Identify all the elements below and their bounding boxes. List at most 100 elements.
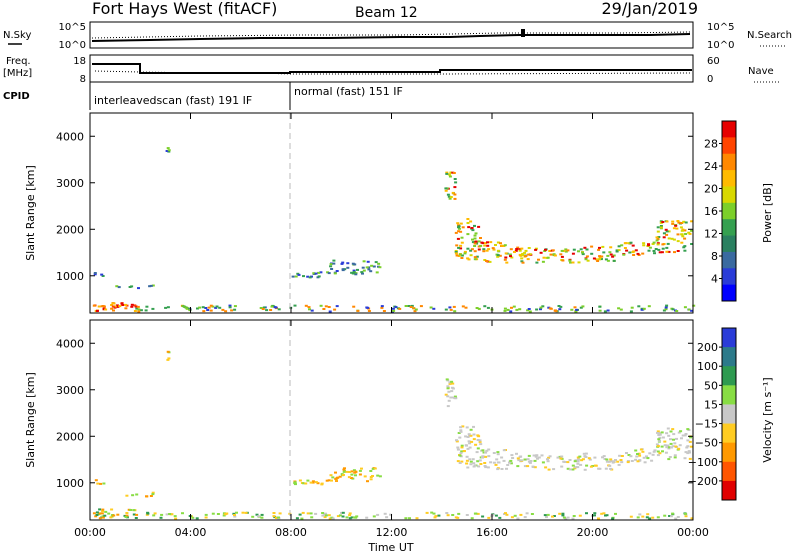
echo-cell [309,512,313,515]
echo-cell [456,446,460,449]
echo-cell [112,302,116,305]
echo-cell [575,308,579,311]
freq-left-tick-bottom: 8 [80,74,86,85]
echo-cell [468,442,472,445]
echo-cell [559,253,563,256]
echo-cell [526,458,530,461]
echo-cell [137,287,140,290]
echo-cell [111,305,115,308]
velocity-y-label: Slant Range [km] [24,372,37,468]
echo-cell [568,468,572,471]
colorbar-segment [722,284,736,302]
velocity-panel: 1000 2000 3000 4000 Slant Range [km] 200 100… [24,319,774,521]
echo-cell [680,241,684,244]
echo-cell [671,222,675,225]
echo-cell [461,425,465,428]
echo-cell [335,270,339,272]
echo-cell [600,512,604,515]
echo-cell [291,275,295,278]
echo-cell [557,305,561,307]
echo-cell [669,446,673,449]
echo-cell [641,252,645,255]
echo-cell [308,308,311,311]
echo-cell [269,309,273,311]
echo-cell [539,306,543,309]
echo-cell [524,255,528,257]
echo-cell [492,248,496,251]
echo-cell [683,457,687,460]
echo-cell [669,430,673,433]
echo-cell [517,459,521,462]
echo-cell [667,237,671,240]
echo-cell [634,458,638,461]
echo-cell [489,461,493,464]
velocity-colorbar: 200 100 50 15 −15 −50 −100 −200 [688,327,737,501]
echo-cell [496,468,500,471]
echo-cell [673,442,677,445]
echo-cell [446,405,450,408]
echo-cell [477,225,481,228]
echo-cell [579,306,583,309]
echo-cell [373,467,377,470]
echo-cell [571,252,575,255]
echo-cell [410,304,414,307]
echo-cell [556,456,560,459]
echo-cell [656,230,660,233]
echo-cell [151,284,155,287]
echo-cell [134,305,138,308]
echo-cell [564,250,568,253]
echo-cell [605,460,609,463]
echo-cell [509,255,512,258]
echo-cell [112,309,115,312]
echo-cell [115,285,119,288]
echo-cell [469,434,473,437]
echo-cell [683,306,687,309]
echo-cell [477,240,481,243]
echo-cell [670,237,674,240]
echo-cell [473,237,477,240]
echo-cell [380,306,384,309]
echo-cell [98,508,102,511]
echo-cell [634,449,638,452]
echo-cell [96,482,100,485]
echo-cell [686,439,690,442]
echo-cell [215,305,219,308]
echo-cell [302,482,306,485]
echo-cell [510,306,513,309]
echo-cell [676,516,680,518]
echo-cell [676,240,680,243]
echo-cell [450,380,454,383]
power-data-cells [92,147,696,313]
echo-cell [445,172,449,175]
colorbar-segment [722,480,736,501]
echo-cell [347,476,351,479]
echo-cell [503,307,507,310]
echo-cell [561,514,565,517]
echo-cell [506,308,510,311]
echo-cell [648,517,652,520]
echo-cell [609,253,613,256]
echo-cell [637,305,641,308]
echo-cell [664,308,668,311]
echo-cell [444,187,448,190]
echo-cell [465,514,469,516]
echo-cell [531,465,535,468]
echo-cell [473,242,477,245]
echo-cell [532,454,536,457]
echo-cell [536,457,539,460]
noise-sky-trace [91,33,691,42]
echo-cell [317,275,321,278]
echo-cell [603,458,607,460]
echo-cell [627,454,631,456]
echo-cell [653,252,656,255]
echo-cell [360,271,364,274]
echo-cell [478,439,482,442]
echo-cell [636,460,640,463]
echo-cell [404,517,408,520]
echo-cell [681,434,685,437]
echo-cell [605,514,609,517]
echo-cell [683,237,687,240]
echo-cell [324,514,328,517]
echo-cell [101,508,105,511]
echo-cell [682,246,686,249]
